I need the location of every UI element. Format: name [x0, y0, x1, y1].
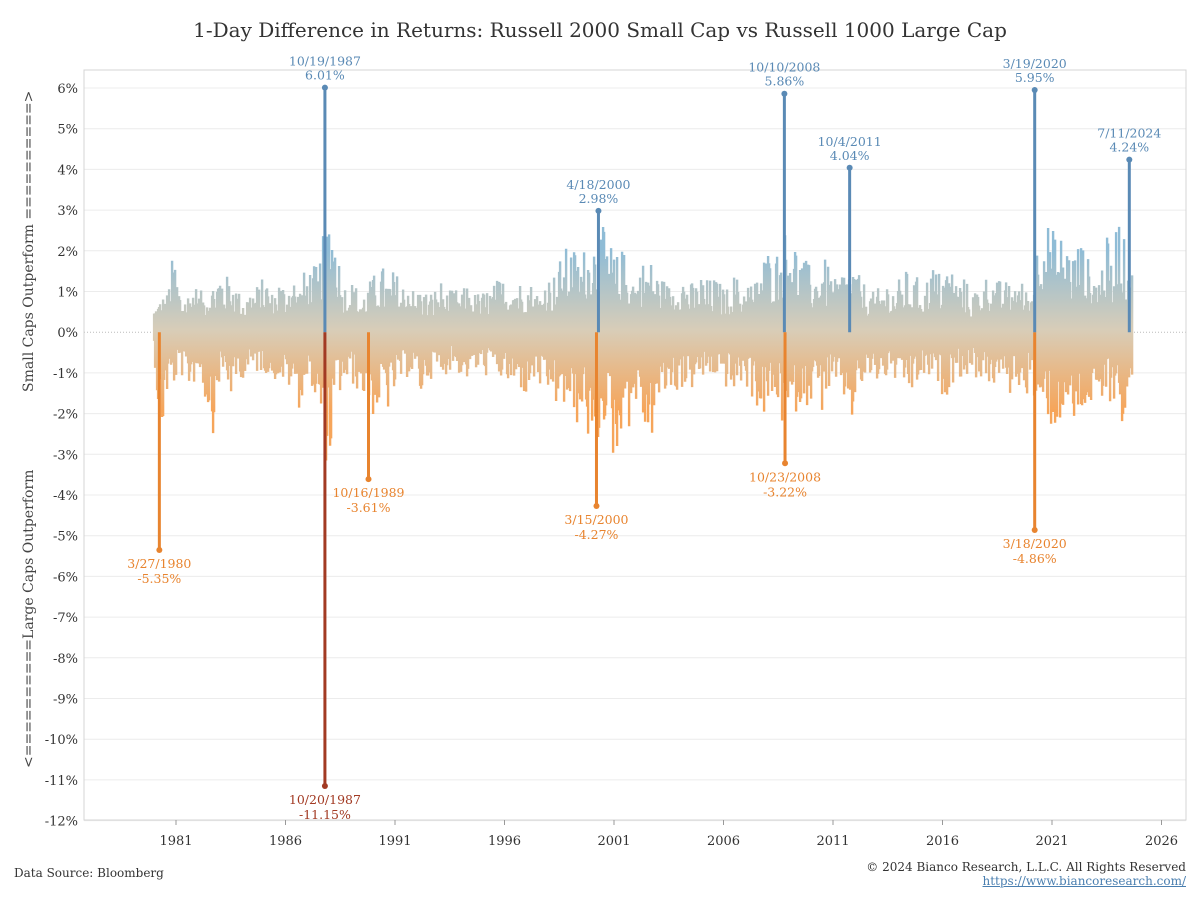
y-tick-label: -5%	[53, 530, 78, 545]
x-tick-label: 1996	[488, 834, 521, 849]
extreme-marker	[782, 460, 789, 467]
annotation-value: 5.86%	[765, 74, 805, 89]
annotation-date: 10/20/1987	[289, 792, 361, 807]
y-tick-label: 3%	[57, 204, 78, 219]
annotation-date: 3/15/2000	[564, 512, 628, 527]
annotation-date: 10/4/2011	[818, 134, 882, 149]
bars-layer	[152, 226, 1134, 461]
x-tick-label: 2011	[816, 834, 849, 849]
y-tick-label: -11%	[45, 774, 78, 789]
y-axis-label-large-caps: <==========Large Caps Outperform	[21, 469, 37, 768]
extreme-marker	[593, 502, 600, 509]
annotation-value: 2.98%	[579, 191, 619, 206]
y-tick-label: -8%	[53, 652, 78, 667]
x-tick-label: 2006	[707, 834, 740, 849]
y-tick-label: -12%	[45, 815, 78, 830]
annotation-value: -4.27%	[575, 527, 619, 542]
x-tick-label: 2016	[926, 834, 959, 849]
extreme-marker	[156, 546, 163, 553]
grid-lines	[84, 87, 1186, 822]
y-tick-label: -2%	[53, 408, 78, 423]
annotation-date: 10/10/2008	[748, 60, 820, 75]
annotation-date: 3/18/2020	[1003, 536, 1067, 551]
extreme-marker	[321, 783, 328, 790]
y-tick-label: -6%	[53, 570, 78, 585]
annotation-value: 4.04%	[830, 148, 870, 163]
extreme-marker	[365, 476, 372, 483]
annotation-date: 3/27/1980	[127, 556, 191, 571]
highlight-layer	[156, 84, 1133, 790]
y-tick-label: -7%	[53, 611, 78, 626]
data-source: Data Source: Bloomberg	[14, 866, 164, 880]
chart-title: 1-Day Difference in Returns: Russell 200…	[193, 18, 1007, 42]
annotation-value: -4.86%	[1013, 551, 1057, 566]
extreme-marker	[1031, 527, 1038, 534]
annotation-value: -3.61%	[347, 500, 391, 515]
x-tick-label: 2021	[1035, 834, 1068, 849]
annotation-value: 6.01%	[305, 68, 345, 83]
tick-layer: 6% 5% 4% 3% 2% 1% 0% -1% -2% -3% -4% -5% -6% -7% -8% -9…	[45, 82, 1178, 849]
x-tick-label: 1986	[269, 834, 302, 849]
annotation-value: -3.22%	[763, 484, 807, 499]
y-tick-label: -1%	[53, 367, 78, 382]
y-tick-label: 4%	[57, 163, 78, 178]
annotation-date: 3/19/2020	[1003, 56, 1067, 71]
plot-frame	[83, 69, 1187, 821]
extreme-marker	[1031, 87, 1038, 94]
website-link[interactable]: https://www.biancoresearch.com/	[982, 874, 1186, 888]
annotation-date: 7/11/2024	[1097, 126, 1161, 141]
y-tick-label: 2%	[57, 245, 78, 260]
extreme-marker	[595, 207, 602, 214]
y-tick-label: 0%	[57, 326, 78, 341]
extreme-marker	[321, 84, 328, 91]
annotation-date: 10/23/2008	[749, 469, 821, 484]
y-axis-label-small-caps: Small Caps Outperform ==========>	[21, 90, 37, 392]
annotation-value: -11.15%	[299, 807, 351, 822]
extreme-marker	[781, 90, 788, 97]
annotation-value: 5.95%	[1015, 70, 1055, 85]
y-tick-label: -9%	[53, 693, 78, 708]
annotation-date: 10/16/1989	[332, 485, 404, 500]
y-tick-label: -10%	[45, 733, 78, 748]
y-tick-label: 1%	[57, 286, 78, 301]
annotation-date: 4/18/2000	[566, 177, 630, 192]
copyright: © 2024 Bianco Research, L.L.C. All Right…	[866, 860, 1186, 874]
annotation-value: -5.35%	[137, 571, 181, 586]
y-tick-label: -4%	[53, 489, 78, 504]
annotation-date: 10/19/1987	[289, 54, 361, 69]
x-tick-label: 2001	[597, 834, 630, 849]
y-tick-label: -3%	[53, 448, 78, 463]
x-tick-label: 2026	[1145, 834, 1178, 849]
y-tick-label: 5%	[57, 123, 78, 138]
y-tick-label: 6%	[57, 82, 78, 97]
x-tick-label: 1981	[159, 834, 192, 849]
x-tick-label: 1991	[378, 834, 411, 849]
annotation-value: 4.24%	[1109, 140, 1149, 155]
extreme-marker	[1126, 156, 1133, 163]
extreme-marker	[846, 164, 853, 171]
